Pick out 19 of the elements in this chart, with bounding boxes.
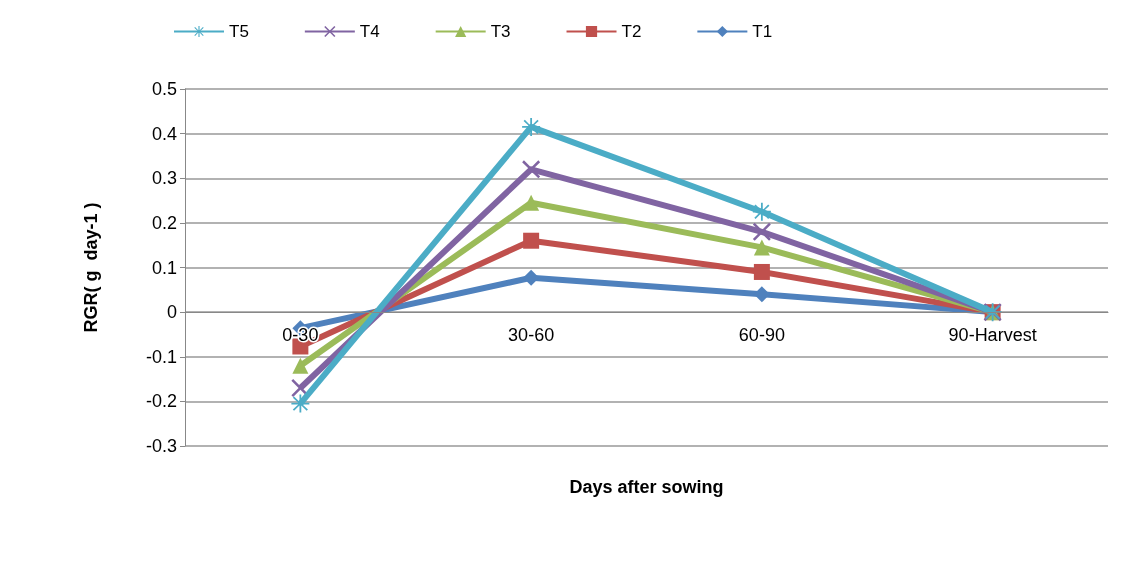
x-tick-label: 30-60 [508,325,555,346]
y-tick-label: -0.1 [145,346,177,367]
y-tick-label: 0.5 [151,79,177,99]
y-tick-label: -0.3 [145,436,177,456]
y-tick-label: 0 [166,302,177,323]
y-tick-label: -0.2 [145,391,177,412]
legend-label: T5 [229,22,249,41]
legend-label: T1 [752,22,773,41]
x-axis-title: Days after sowing [569,477,724,497]
y-tick-label: 0.3 [151,168,177,189]
legend-label: T2 [621,22,642,41]
x-tick-label: 90-Harvest [948,325,1037,346]
y-tick-label: 0.2 [151,212,177,233]
y-tick-label: 0.4 [151,123,177,144]
y-axis-title: RGR( g day-1 ) [81,202,101,333]
x-tick-label: 60-90 [738,325,785,346]
legend-label: T4 [359,22,380,41]
y-tick-label: 0.1 [151,257,177,278]
legend-label: T3 [490,22,511,41]
